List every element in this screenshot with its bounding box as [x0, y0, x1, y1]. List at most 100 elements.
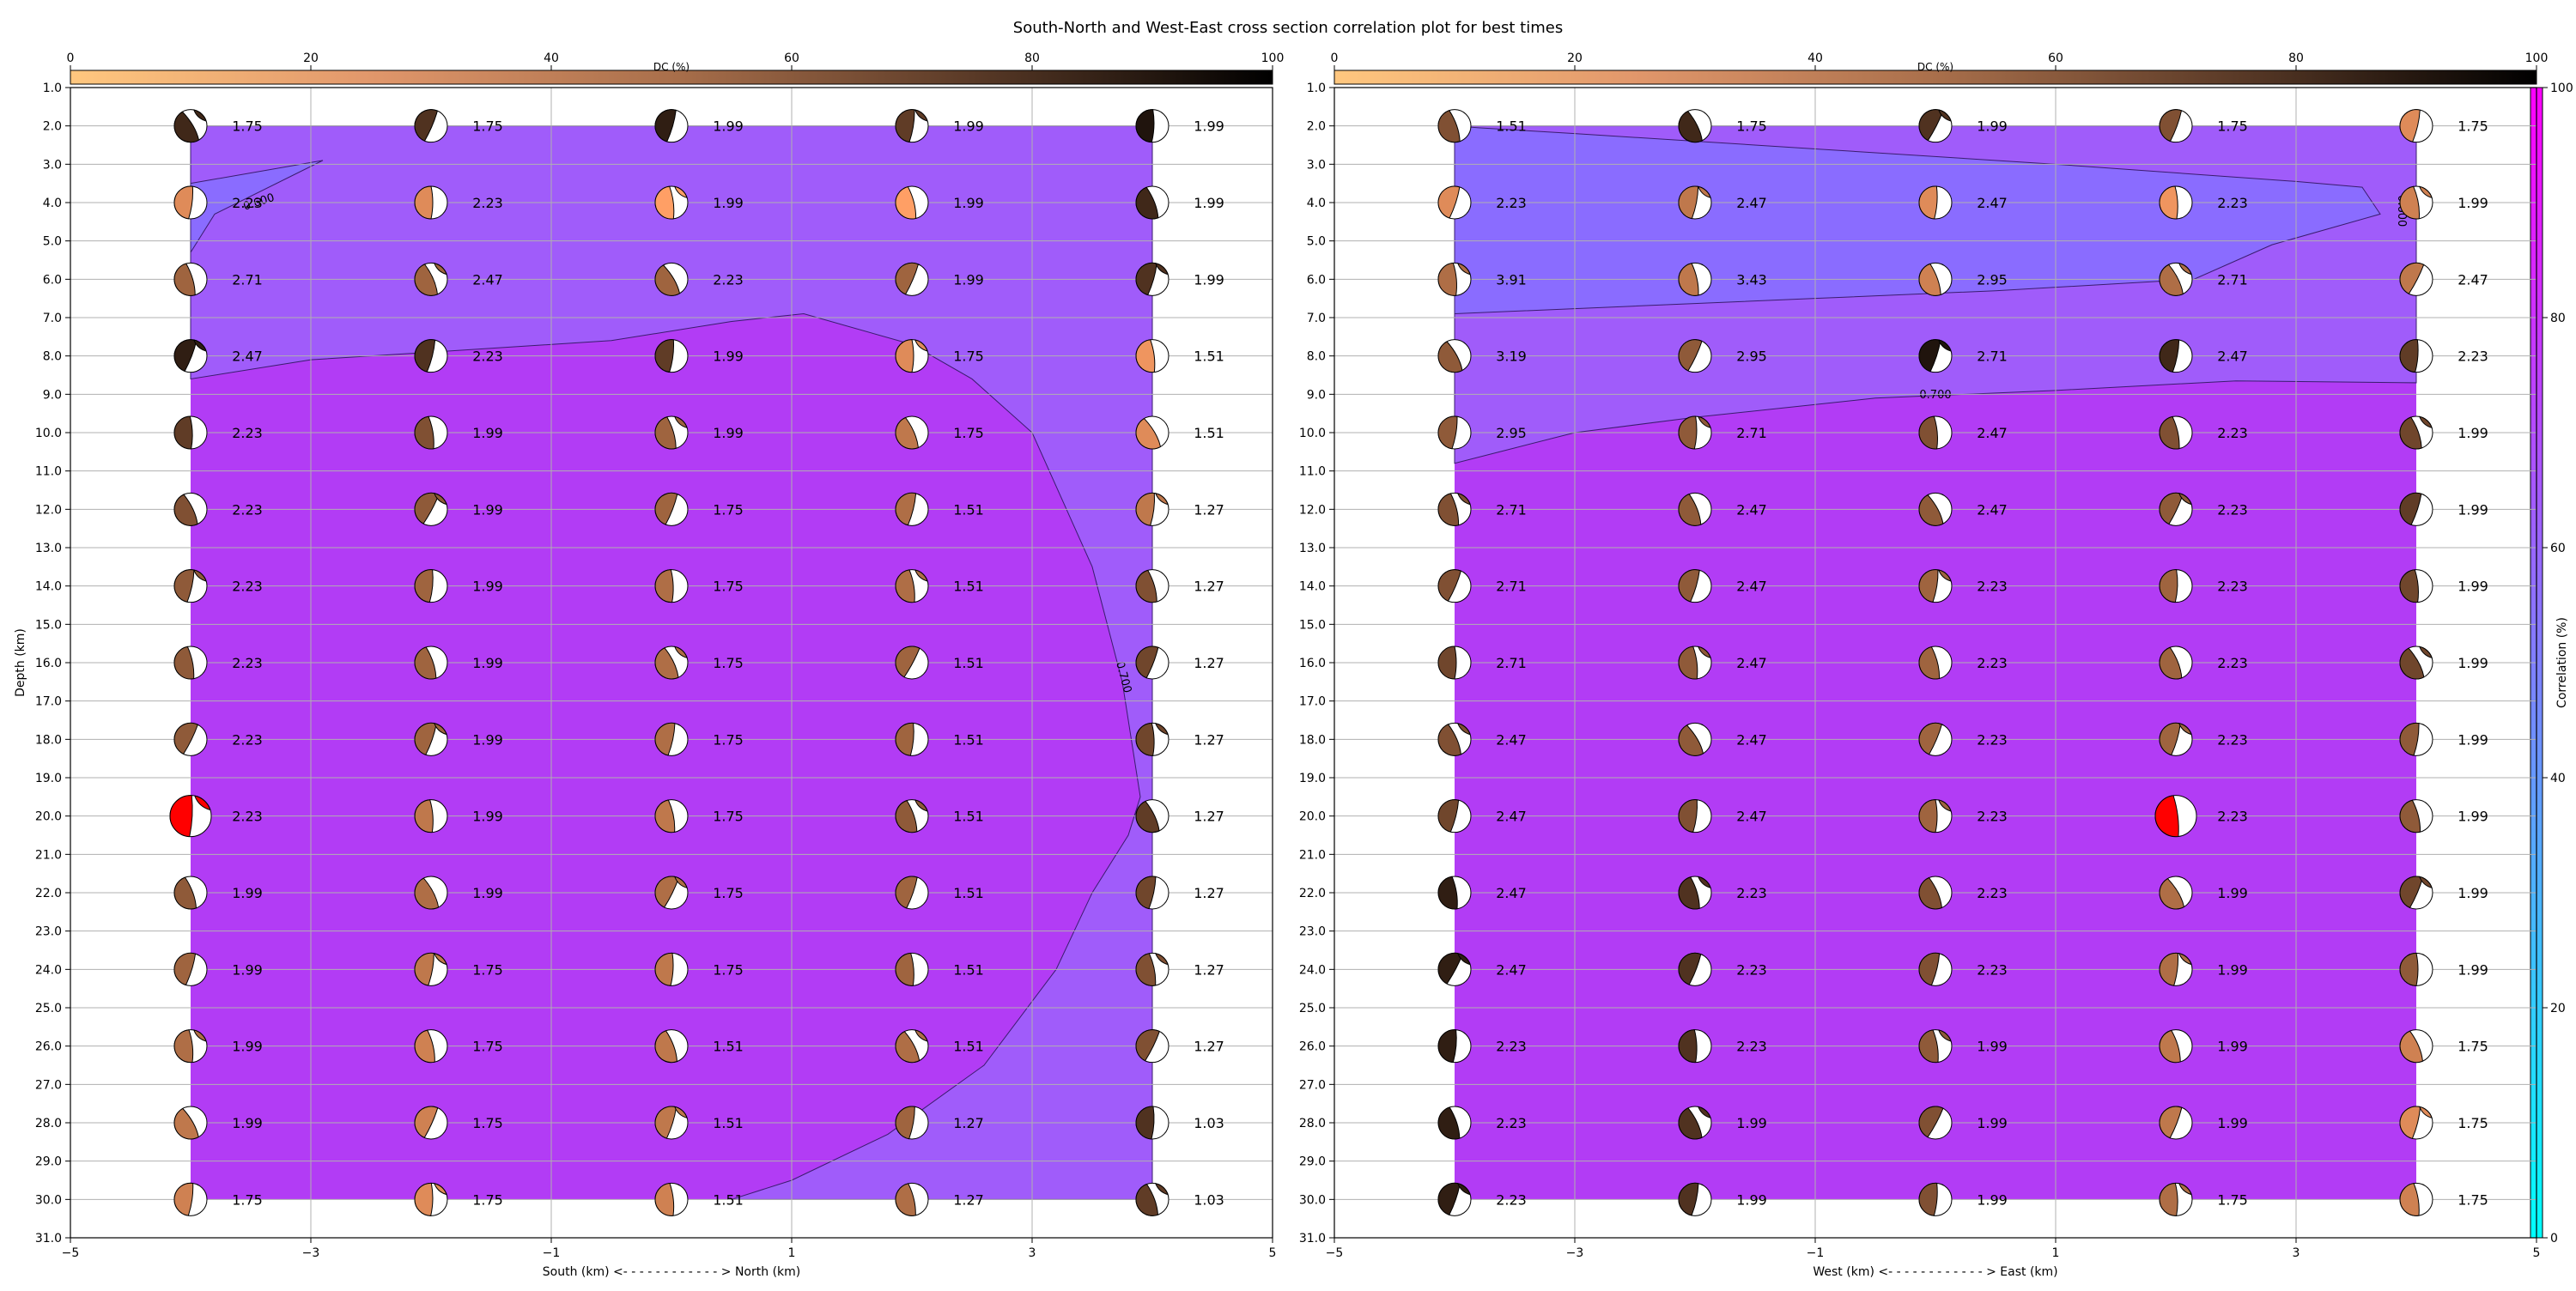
- time-label: 1.99: [2217, 885, 2248, 901]
- best-solution-mechanism: [169, 795, 212, 838]
- focal-mechanism: [173, 415, 208, 450]
- time-label: 2.95: [1736, 349, 1767, 365]
- time-label: 2.47: [2458, 271, 2488, 288]
- focal-mechanism: [895, 415, 929, 450]
- time-label: 1.99: [2458, 655, 2488, 671]
- time-label: 1.99: [472, 501, 503, 518]
- x-tick-label: 3: [1029, 1246, 1036, 1260]
- focal-mechanism: [654, 339, 689, 373]
- focal-mechanism: [2399, 339, 2433, 373]
- focal-mechanism: [654, 1106, 689, 1140]
- focal-mechanism: [654, 952, 689, 986]
- focal-mechanism: [1678, 109, 1712, 143]
- time-label: 1.27: [1194, 961, 1224, 978]
- focal-mechanism: [2399, 569, 2433, 603]
- time-label: 2.95: [1496, 425, 1527, 441]
- time-label: 1.75: [2458, 1115, 2488, 1131]
- focal-mechanism: [2159, 185, 2193, 220]
- focal-mechanism: [654, 1029, 689, 1064]
- time-label: 1.51: [953, 579, 984, 595]
- y-tick-label: 13.0: [1299, 542, 1326, 555]
- time-label: 2.47: [1977, 425, 2008, 441]
- y-tick-label: 28.0: [1299, 1117, 1326, 1130]
- time-label: 1.75: [232, 118, 263, 135]
- time-label: 1.99: [713, 425, 744, 441]
- time-label: 2.71: [1496, 655, 1527, 671]
- time-label: 1.99: [2458, 809, 2488, 825]
- focal-mechanism: [414, 1182, 448, 1216]
- time-label: 1.51: [953, 1039, 984, 1055]
- dc-colorbar-label: DC (%): [1917, 61, 1953, 73]
- time-label: 2.47: [1496, 961, 1527, 978]
- focal-mechanism: [2159, 492, 2193, 526]
- time-label: 1.99: [1977, 118, 2008, 135]
- focal-mechanism: [1135, 415, 1170, 450]
- focal-mechanism: [2159, 722, 2193, 756]
- y-tick-label: 24.0: [35, 963, 62, 977]
- time-label: 2.47: [1496, 885, 1527, 901]
- focal-mechanism: [1437, 185, 1472, 220]
- time-label: 1.99: [2458, 195, 2488, 211]
- time-label: 1.99: [232, 961, 263, 978]
- focal-mechanism: [2159, 339, 2193, 373]
- time-label: 1.75: [713, 655, 744, 671]
- x-tick-label: −5: [1326, 1246, 1344, 1260]
- dc-tick-label: 0: [1331, 52, 1339, 65]
- time-label: 2.47: [2217, 349, 2248, 365]
- time-label: 2.47: [1496, 809, 1527, 825]
- focal-mechanism: [895, 1029, 929, 1064]
- y-tick-label: 9.0: [43, 388, 62, 402]
- time-label: 1.75: [953, 349, 984, 365]
- y-tick-label: 7.0: [43, 312, 62, 325]
- focal-mechanism: [2399, 952, 2433, 986]
- focal-mechanism: [173, 1029, 208, 1064]
- focal-mechanism: [1437, 799, 1472, 833]
- focal-mechanism: [1135, 952, 1170, 986]
- figure-title: South-North and West-East cross section …: [1013, 19, 1563, 37]
- focal-mechanism: [895, 952, 929, 986]
- time-label: 3.43: [1736, 271, 1767, 288]
- x-tick-label: 5: [2533, 1246, 2541, 1260]
- y-tick-label: 2.0: [43, 120, 62, 134]
- time-label: 1.75: [713, 731, 744, 748]
- focal-mechanism: [1678, 1029, 1712, 1064]
- y-tick-label: 29.0: [35, 1155, 62, 1169]
- focal-mechanism: [2399, 109, 2433, 143]
- time-label: 2.47: [1736, 501, 1767, 518]
- y-tick-label: 3.0: [43, 158, 62, 172]
- time-label: 1.27: [1194, 501, 1224, 518]
- y-tick-label: 28.0: [35, 1117, 62, 1130]
- time-label: 2.47: [232, 349, 263, 365]
- focal-mechanism: [1918, 952, 1953, 986]
- focal-mechanism: [173, 646, 208, 680]
- y-axis-label: Depth (km): [14, 628, 27, 697]
- y-tick-label: 26.0: [35, 1040, 62, 1054]
- time-label: 2.47: [1736, 655, 1767, 671]
- time-label: 2.23: [1977, 961, 2008, 978]
- time-label: 1.99: [472, 655, 503, 671]
- dc-tick-label: 20: [1567, 52, 1583, 65]
- focal-mechanism: [1135, 722, 1170, 756]
- y-tick-label: 23.0: [35, 925, 62, 939]
- time-label: 1.75: [953, 425, 984, 441]
- focal-mechanism: [1437, 415, 1472, 450]
- focal-mechanism: [654, 569, 689, 603]
- time-label: 2.47: [1736, 731, 1767, 748]
- time-label: 2.23: [1977, 579, 2008, 595]
- focal-mechanism: [1918, 339, 1953, 373]
- focal-mechanism: [1135, 109, 1170, 143]
- best-solution-mechanism: [2154, 795, 2197, 838]
- time-label: 1.99: [2458, 885, 2488, 901]
- focal-mechanism: [2159, 952, 2193, 986]
- y-tick-label: 11.0: [1299, 465, 1326, 479]
- focal-mechanism: [1678, 722, 1712, 756]
- time-label: 1.51: [713, 1115, 744, 1131]
- time-label: 2.47: [1736, 195, 1767, 211]
- focal-mechanism: [1678, 339, 1712, 373]
- time-label: 1.51: [953, 885, 984, 901]
- time-label: 1.51: [1194, 349, 1224, 365]
- focal-mechanism: [1918, 262, 1953, 296]
- x-tick-label: −1: [543, 1246, 561, 1260]
- focal-mechanism: [414, 109, 448, 143]
